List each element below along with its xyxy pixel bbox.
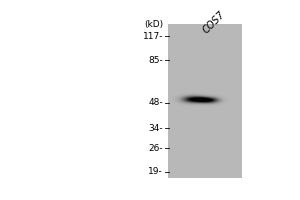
- Text: 117-: 117-: [142, 32, 163, 41]
- Text: COS7: COS7: [201, 10, 227, 36]
- Text: 19-: 19-: [148, 167, 163, 176]
- Text: 85-: 85-: [148, 56, 163, 65]
- Bar: [168, 24, 242, 178]
- Text: 26-: 26-: [148, 144, 163, 153]
- Text: (kD): (kD): [144, 20, 163, 28]
- Text: 34-: 34-: [148, 124, 163, 133]
- Text: 48-: 48-: [148, 98, 163, 107]
